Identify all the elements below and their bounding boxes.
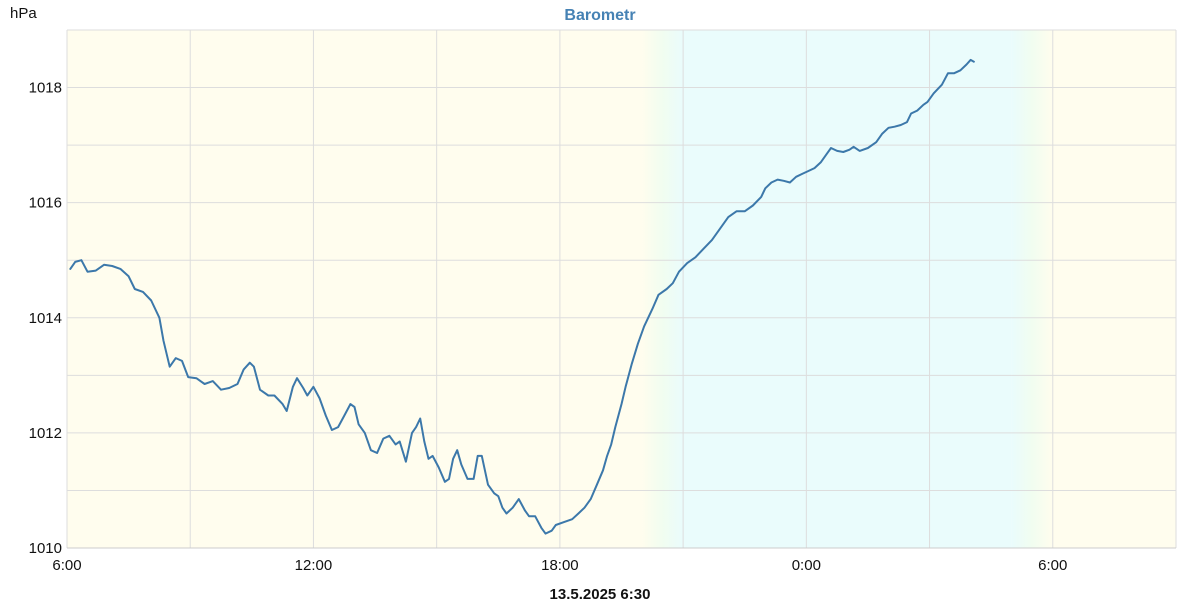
series-layer — [69, 58, 975, 535]
dusk-band — [642, 30, 684, 548]
y-axis-unit: hPa — [10, 5, 37, 22]
day-band — [67, 30, 643, 548]
x-tick-label: 18:00 — [541, 557, 579, 574]
x-tick-label: 0:00 — [792, 557, 821, 574]
chart-title: Barometr — [564, 7, 635, 24]
y-tick-label: 1016 — [29, 195, 62, 212]
dawn-band — [1011, 30, 1053, 548]
y-tick-label: 1012 — [29, 425, 62, 442]
y-tick-label: 1014 — [29, 310, 62, 327]
night-band — [683, 30, 1012, 548]
x-axis-ticks: 6:00 12:00 18:00 0:00 6:00 — [52, 557, 1067, 574]
x-tick-label: 6:00 — [52, 557, 81, 574]
y-tick-label: 1018 — [29, 80, 62, 97]
y-tick-label: 1010 — [29, 540, 62, 557]
x-tick-label: 6:00 — [1038, 557, 1067, 574]
x-tick-label: 12:00 — [295, 557, 333, 574]
pressure-line — [69, 58, 975, 535]
timestamp-footer: 13.5.2025 6:30 — [550, 586, 651, 600]
grid — [66, 29, 1177, 549]
morning-band — [1052, 30, 1176, 548]
y-axis-ticks: 1010 1012 1014 1016 1018 — [29, 80, 62, 557]
background-bands — [67, 30, 1176, 548]
